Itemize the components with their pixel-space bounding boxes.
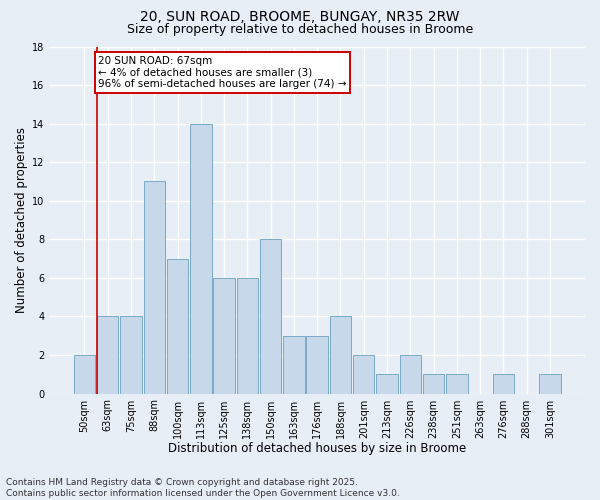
Y-axis label: Number of detached properties: Number of detached properties [15,127,28,313]
Bar [446,374,467,394]
Bar [307,336,328,394]
Bar [493,374,514,394]
Bar [214,278,235,394]
Text: Contains HM Land Registry data © Crown copyright and database right 2025.
Contai: Contains HM Land Registry data © Crown c… [6,478,400,498]
Bar [353,355,374,394]
Bar [143,182,165,394]
Text: 20 SUN ROAD: 67sqm
← 4% of detached houses are smaller (3)
96% of semi-detached : 20 SUN ROAD: 67sqm ← 4% of detached hous… [98,56,347,90]
Bar [423,374,444,394]
Bar [236,278,258,394]
Bar [120,316,142,394]
Text: Size of property relative to detached houses in Broome: Size of property relative to detached ho… [127,22,473,36]
Bar [97,316,118,394]
Bar [330,316,351,394]
Bar [376,374,398,394]
Bar [167,258,188,394]
Bar [283,336,305,394]
Bar [260,240,281,394]
Bar [400,355,421,394]
Text: 20, SUN ROAD, BROOME, BUNGAY, NR35 2RW: 20, SUN ROAD, BROOME, BUNGAY, NR35 2RW [140,10,460,24]
Bar [74,355,95,394]
Bar [539,374,560,394]
Bar [190,124,212,394]
X-axis label: Distribution of detached houses by size in Broome: Distribution of detached houses by size … [168,442,466,455]
